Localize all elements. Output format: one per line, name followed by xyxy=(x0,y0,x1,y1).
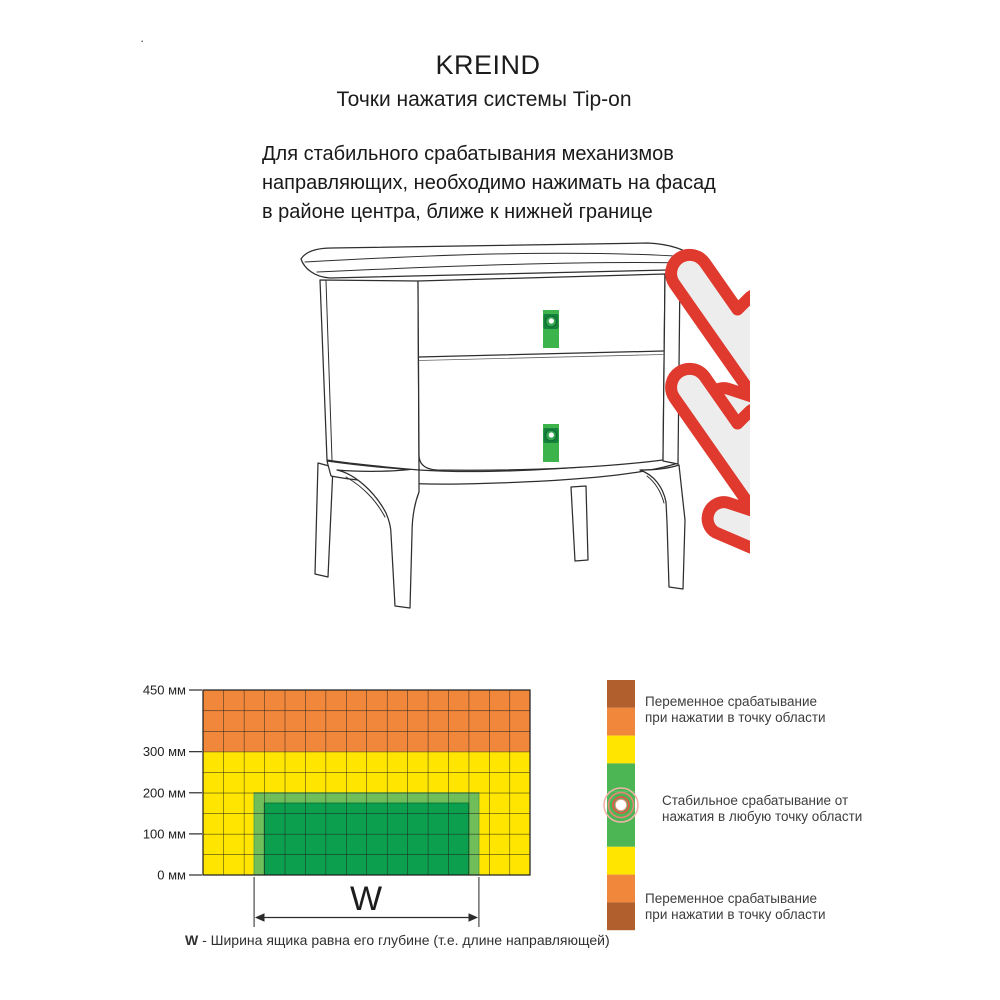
page-subtitle: Точки нажатия системы Tip-on xyxy=(336,88,632,111)
front-left-leg xyxy=(336,467,420,609)
legend-item-variable-bottom: Переменное срабатывание при нажатии в то… xyxy=(645,891,826,922)
y-tick-label: 200 мм xyxy=(143,785,186,800)
front-right-leg-accent xyxy=(646,475,665,504)
carcass-side-panel xyxy=(319,279,420,471)
drawer-divider-line xyxy=(418,350,664,358)
legend-press-icon xyxy=(603,787,639,823)
y-axis-ticks xyxy=(189,689,202,876)
y-tick-label: 100 мм xyxy=(143,826,186,841)
carcass-side-stile-line xyxy=(325,280,333,461)
y-tick-label: 300 мм xyxy=(143,744,186,759)
cabinet-top-ridge xyxy=(304,252,692,263)
legend-line: Стабильное срабатывание от xyxy=(662,793,849,808)
back-left-leg xyxy=(314,462,334,578)
y-axis-labels: 450 мм 300 мм 200 мм 100 мм 0 мм xyxy=(143,683,186,883)
legend-item-stable: Стабильное срабатывание от нажатия в люб… xyxy=(662,793,862,824)
description-paragraph: Для стабильного срабатывания механизмов … xyxy=(262,140,716,227)
front-left-leg-accent xyxy=(345,476,386,518)
legend-line: при нажатии в точку области xyxy=(645,906,826,922)
brand-title: KREIND xyxy=(435,50,541,80)
cabinet-top xyxy=(300,242,696,279)
drawer-divider-line2 xyxy=(418,354,664,361)
grid-lines xyxy=(203,690,530,875)
press-zone-chart: 450 мм 300 мм 200 мм 100 мм 0 мм W xyxy=(143,683,531,927)
description-line: направляющих, необходимо нажимать на фас… xyxy=(262,172,716,194)
legend-color-bar xyxy=(603,680,639,931)
front-right-leg xyxy=(639,464,686,590)
legend-line: Переменное срабатывание xyxy=(645,891,818,906)
legend-line: Переменное срабатывание xyxy=(645,694,818,709)
y-tick-label: 0 мм xyxy=(157,868,186,883)
press-zone-bottom-drawer xyxy=(543,313,750,586)
back-right-leg xyxy=(570,485,589,562)
nightstand-drawing xyxy=(300,240,750,609)
legend-line: при нажатии в точку области xyxy=(645,709,826,725)
carcass-front-face xyxy=(417,273,666,471)
corner-mark: · xyxy=(140,33,145,48)
w-definition: - Ширина ящика равна его глубине (т.е. д… xyxy=(198,932,610,948)
description-line: в районе центра, ближе к нижней границе xyxy=(262,201,653,223)
legend-line: нажатия в любую точку области xyxy=(662,808,863,824)
description-line: Для стабильного срабатывания механизмов xyxy=(262,143,674,165)
cabinet-top-lip xyxy=(316,262,683,273)
w-footnote: W - Ширина ящика равна его глубине (т.е.… xyxy=(185,932,610,948)
w-term: W xyxy=(185,932,199,948)
legend-item-variable-top: Переменное срабатывание при нажатии в то… xyxy=(645,694,826,725)
press-zone-top-drawer xyxy=(543,240,750,472)
width-label: W xyxy=(350,880,382,918)
width-dimension: W xyxy=(253,877,480,927)
grid-border xyxy=(202,689,531,876)
y-tick-label: 450 мм xyxy=(143,683,186,698)
